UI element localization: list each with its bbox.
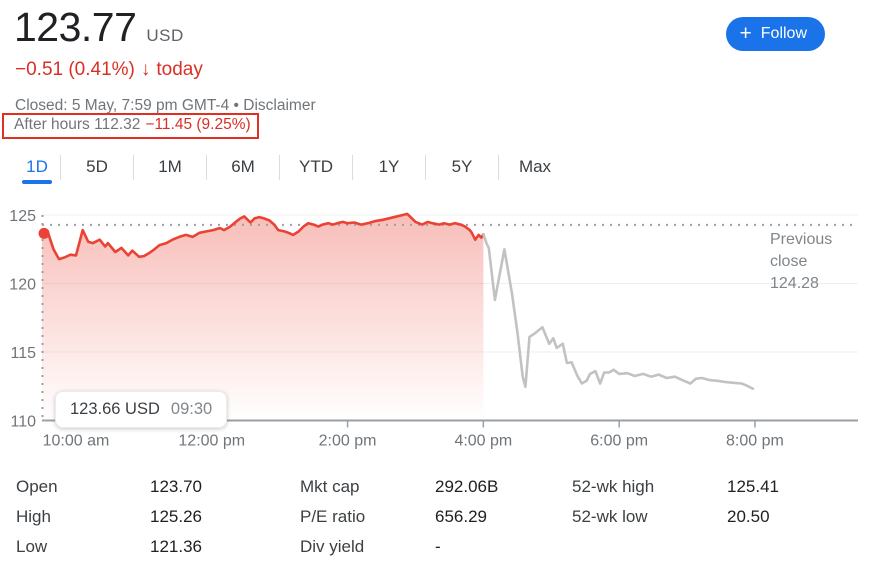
tab-1y[interactable]: 1Y — [353, 150, 425, 184]
previous-close-annotation: Previous close 124.28 — [770, 229, 860, 295]
y-axis-label: 125 — [9, 208, 36, 225]
tab-max[interactable]: Max — [499, 150, 571, 184]
y-axis-label: 115 — [10, 345, 36, 362]
plus-icon: + — [739, 21, 752, 45]
x-axis-label: 12:00 pm — [178, 433, 245, 450]
stat-label: P/E ratio — [300, 507, 366, 526]
y-axis-label: 120 — [9, 277, 36, 294]
stat-row-low: Low 121.36 — [16, 532, 281, 562]
tab-label: 1Y — [378, 157, 400, 176]
stat-label: High — [16, 507, 51, 526]
after-hours-price: After hours 112.32 — [14, 116, 141, 133]
previous-close-value: 124.28 — [770, 275, 819, 292]
stat-value: 121.36 — [150, 537, 202, 556]
tab-divider — [352, 154, 353, 180]
tab-5y[interactable]: 5Y — [426, 150, 498, 184]
stat-label: Mkt cap — [300, 477, 360, 496]
after-hours-line — [482, 232, 755, 390]
tab-label: 5Y — [451, 157, 473, 176]
after-hours-annotation-box: After hours 112.32 −11.45 (9.25%) — [2, 113, 259, 139]
stats-column-3: 52-wk high 125.41 52-wk low 20.50 — [572, 472, 832, 532]
stat-label: Low — [16, 537, 48, 556]
stat-label: 52-wk high — [572, 477, 655, 496]
price-area-fill — [42, 213, 484, 421]
tab-divider — [206, 154, 207, 180]
tab-divider — [60, 154, 61, 180]
price-chart[interactable]: 10:00 am 12:00 pm 2:00 pm 4:00 pm 6:00 pm 8:0… — [0, 198, 884, 460]
stat-value: 125.26 — [150, 507, 202, 526]
current-price: 123.77 — [14, 4, 137, 50]
y-axis-label: 110 — [10, 414, 36, 431]
chart-tooltip: 123.66 USD 09:30 — [55, 391, 228, 428]
price-change-period: today — [156, 59, 203, 80]
stat-row-pe-ratio: P/E ratio 656.29 — [300, 502, 552, 532]
tab-label: 1D — [26, 157, 48, 176]
stat-row-mktcap: Mkt cap 292.06B — [300, 472, 552, 502]
stat-label: Open — [16, 477, 58, 496]
price-header: 123.77 USD — [14, 4, 184, 51]
arrow-down-icon: ↓ — [140, 59, 151, 80]
stat-row-52wk-low: 52-wk low 20.50 — [572, 502, 832, 532]
tooltip-time: 09:30 — [170, 400, 213, 418]
tab-divider — [498, 154, 499, 180]
stats-column-1: Open 123.70 High 125.26 Low 121.36 — [16, 472, 281, 562]
tab-label: 1M — [158, 157, 182, 176]
price-change-value: −0.51 (0.41%) — [15, 59, 135, 80]
stat-row-52wk-high: 52-wk high 125.41 — [572, 472, 832, 502]
disclaimer-link[interactable]: Disclaimer — [243, 97, 316, 114]
follow-button[interactable]: + Follow — [725, 17, 825, 51]
tab-label: YTD — [299, 157, 333, 176]
tab-ytd[interactable]: YTD — [280, 150, 352, 184]
time-range-tabs: 1D 5D 1M 6M YTD 1Y 5Y Max — [14, 150, 571, 184]
follow-button-label: Follow — [760, 25, 807, 42]
market-status-row: Closed: 5 May, 7:59 pm GMT-4 • Disclaime… — [15, 97, 316, 115]
chart-canvas[interactable]: 10:00 am 12:00 pm 2:00 pm 4:00 pm 6:00 pm 8:0… — [0, 198, 884, 460]
tab-label: 6M — [231, 157, 255, 176]
tab-divider — [133, 154, 134, 180]
tab-5d[interactable]: 5D — [61, 150, 133, 184]
stat-row-open: Open 123.70 — [16, 472, 281, 502]
tab-label: Max — [518, 157, 552, 176]
after-hours-change: −11.45 (9.25%) — [145, 116, 251, 133]
x-axis-label: 6:00 pm — [590, 433, 648, 450]
tab-1d[interactable]: 1D — [14, 150, 60, 184]
stat-value: 292.06B — [435, 477, 499, 496]
market-closed-text: Closed: 5 May, 7:59 pm GMT-4 • — [15, 97, 239, 114]
start-price-marker — [38, 227, 50, 239]
tab-divider — [279, 154, 280, 180]
stat-value: 125.41 — [727, 477, 779, 496]
stat-value: - — [435, 537, 441, 556]
tooltip-price: 123.66 USD — [70, 400, 160, 418]
previous-close-label: Previous close — [770, 231, 833, 270]
active-tab-underline — [22, 180, 52, 184]
stats-column-2: Mkt cap 292.06B P/E ratio 656.29 Div yie… — [300, 472, 552, 562]
stat-value: 656.29 — [435, 507, 487, 526]
stat-label: Div yield — [300, 537, 365, 556]
price-change-row: −0.51 (0.41%) ↓ today — [15, 59, 203, 81]
tab-divider — [425, 154, 426, 180]
tab-1m[interactable]: 1M — [134, 150, 206, 184]
x-axis-label: 2:00 pm — [319, 433, 377, 450]
tab-label: 5D — [86, 157, 108, 176]
currency-code: USD — [146, 26, 184, 45]
stat-value: 20.50 — [727, 507, 770, 526]
x-axis-label: 8:00 pm — [726, 433, 784, 450]
stat-row-div-yield: Div yield - — [300, 532, 552, 562]
x-axis-label: 10:00 am — [43, 433, 110, 450]
stat-value: 123.70 — [150, 477, 202, 496]
regular-hours-line — [40, 212, 485, 261]
stat-label: 52-wk low — [572, 507, 648, 526]
stat-row-high: High 125.26 — [16, 502, 281, 532]
tab-6m[interactable]: 6M — [207, 150, 279, 184]
x-axis-label: 4:00 pm — [454, 433, 512, 450]
